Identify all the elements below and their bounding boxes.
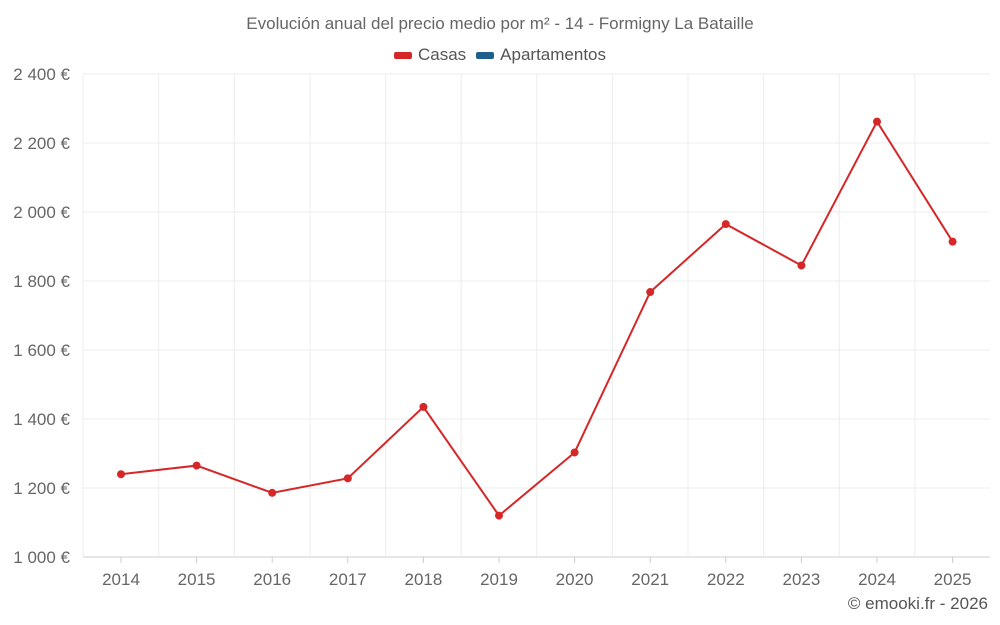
data-point [192,461,201,470]
x-tick-label: 2016 [253,570,291,589]
data-point [117,470,125,479]
x-tick-label: 2015 [178,570,216,589]
data-point [948,237,957,246]
y-tick-label: 1 600 € [13,341,70,360]
y-tick-label: 2 200 € [13,134,70,153]
x-tick-label: 2023 [782,570,820,589]
x-tick-label: 2025 [934,570,972,589]
data-point [495,511,503,520]
data-point [343,474,352,483]
series-casas [117,117,957,520]
y-tick-label: 2 000 € [13,203,70,222]
y-tick-label: 2 400 € [13,65,70,84]
x-tick-label: 2024 [858,570,896,589]
data-point [419,402,428,411]
data-point [268,488,277,497]
x-tick-label: 2019 [480,570,518,589]
legend-item-casas[interactable]: Casas [393,45,467,65]
data-point [873,117,881,126]
legend-swatch-casas [393,51,412,59]
chart-title: Evolución anual del precio medio por m² … [246,14,754,33]
x-tick-label: 2020 [556,570,594,589]
legend: Casas Apartamentos [0,45,1000,65]
y-tick-label: 1 800 € [13,272,70,291]
legend-item-apartamentos[interactable]: Apartamentos [476,45,606,65]
x-tick-label: 2014 [102,570,140,589]
grid [82,73,990,558]
legend-label-apartamentos: Apartamentos [500,45,607,64]
legend-label-casas: Casas [417,45,467,64]
legend-swatch-apartamentos [476,51,495,59]
series-line-casas [120,119,954,518]
y-tick-label: 1 000 € [13,548,70,567]
data-point [570,448,579,457]
x-tick-label: 2021 [631,570,669,589]
x-tick-label: 2022 [707,570,745,589]
axes: 1 000 € 1 200 € 1 400 € 1 600 € 1 800 € 2 000… [13,65,971,589]
data-point [797,261,806,270]
data-point [721,220,730,229]
x-tick-label: 2017 [329,570,367,589]
y-tick-label: 1 200 € [13,479,70,498]
x-tick-label: 2018 [404,570,442,589]
data-point [646,288,655,297]
y-tick-label: 1 400 € [13,410,70,429]
credit-text: © emooki.fr - 2026 [847,594,988,613]
